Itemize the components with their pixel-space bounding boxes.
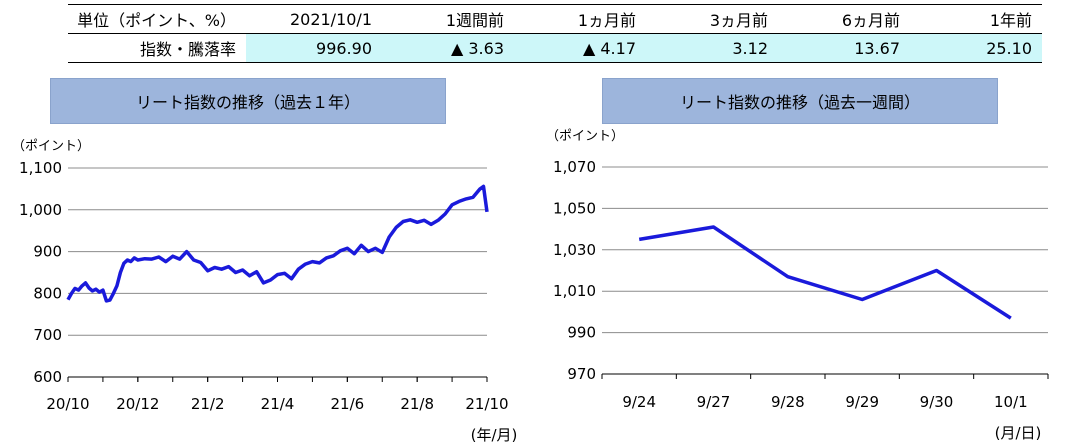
y-tick-label: 800 [33,284,62,302]
table-header-cell: 単位（ポイント、%） [68,4,246,34]
x-tick-label: 9/29 [845,393,879,411]
y-tick-label: 970 [567,365,596,383]
y-tick-label: 900 [33,243,62,261]
x-tick-label: 21/2 [191,395,225,413]
x-tick-label: 21/4 [261,395,295,413]
table-row: 指数・騰落率 996.90 ▲ 3.63 ▲ 4.17 3.12 13.67 2… [68,33,1042,63]
x-tick-label: 9/27 [697,393,731,411]
chart-title-1week: リート指数の推移（過去一週間） [602,78,998,124]
table-row-label: 指数・騰落率 [68,33,246,63]
x-axis-unit-label: (年/月) [471,426,518,443]
y-tick-label: 700 [33,326,62,344]
table-header-cell: 6ヵ月前 [778,4,910,34]
y-tick-label: 1,100 [19,159,62,177]
y-tick-label: 600 [33,368,62,386]
y-tick-label: 990 [567,324,596,342]
table-cell: 996.90 [246,33,382,63]
chart-title-1year: リート指数の推移（過去１年） [50,78,446,124]
x-tick-label: 21/10 [465,395,508,413]
summary-table: 単位（ポイント、%） 2021/10/1 1週間前 1ヵ月前 3ヵ月前 6ヵ月前… [68,4,1042,63]
table-cell: ▲ 3.63 [382,33,514,63]
y-axis-unit-label: （ポイント） [12,139,90,154]
y-tick-label: 1,070 [553,158,596,176]
series-line [66,184,489,303]
table-cell: 3.12 [646,33,778,63]
x-tick-label: 21/6 [330,395,364,413]
table-header-row: 単位（ポイント、%） 2021/10/1 1週間前 1ヵ月前 3ヵ月前 6ヵ月前… [68,4,1042,34]
y-tick-label: 1,030 [553,241,596,259]
table-header-cell: 1ヵ月前 [514,4,646,34]
y-tick-label: 1,010 [553,282,596,300]
table-cell: 13.67 [778,33,910,63]
x-axis-unit-label: (月/日) [995,424,1042,442]
y-axis-unit-label: （ポイント） [546,129,624,144]
table-header-cell: 3ヵ月前 [646,4,778,34]
table-header-cell: 1週間前 [382,4,514,34]
table-header-cell: 1年前 [910,4,1042,34]
x-tick-label: 10/1 [994,393,1028,411]
table-header-cell: 2021/10/1 [246,4,382,34]
table-cell: ▲ 4.17 [514,33,646,63]
y-tick-label: 1,000 [19,201,62,219]
y-tick-label: 1,050 [553,199,596,217]
table-cell: 25.10 [910,33,1042,63]
x-tick-label: 20/10 [46,395,89,413]
series-line [638,225,1012,320]
x-tick-label: 9/30 [920,393,954,411]
x-tick-label: 21/8 [400,395,434,413]
chart-1week: 970 990 1,010 1,030 1,050 1,070 （ポイント） (月/日) 9/2… [546,129,1049,442]
chart-1year: 600 700 800 900 1,000 1,100 （ポイント） 20/10 20/12 21… [12,139,517,443]
x-tick-label: 20/12 [116,395,159,413]
x-tick-label: 9/24 [622,393,656,411]
x-tick-label: 9/28 [771,393,805,411]
